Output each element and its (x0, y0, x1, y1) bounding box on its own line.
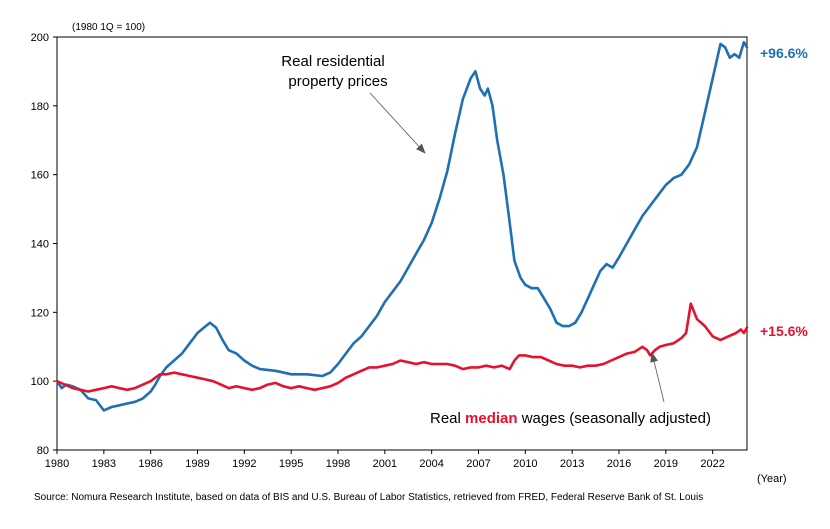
y-tick-label: 80 (37, 445, 49, 457)
x-tick-label: 2010 (513, 458, 537, 470)
source-note: Source: Nomura Research Institute, based… (34, 492, 703, 503)
y-axis: 80 100 120 140 160 180 200 (31, 32, 57, 457)
x-tick-label: 1986 (138, 458, 162, 470)
wages-annotation: Real median wages (seasonally adjusted) (430, 410, 711, 427)
x-tick-label: 1980 (45, 458, 69, 470)
x-tick-label: 2016 (607, 458, 631, 470)
y-tick-label: 140 (31, 239, 49, 251)
wages-end-label: +15.6% (760, 323, 808, 339)
series-lines (55, 40, 749, 412)
wages-annotation-prefix: Real (430, 410, 465, 427)
wages-annotation-arrow (650, 352, 665, 403)
unit-label: (1980 1Q = 100) (72, 22, 145, 33)
median-wages-line (55, 302, 749, 393)
x-tick-label: 1998 (326, 458, 350, 470)
x-tick-label: 2007 (466, 458, 490, 470)
x-tick-label: 2004 (419, 458, 443, 470)
x-tick-label: 2022 (700, 458, 724, 470)
x-tick-label: 2001 (373, 458, 397, 470)
x-tick-label: 1989 (185, 458, 209, 470)
wages-annotation-suffix: wages (seasonally adjusted) (518, 410, 711, 427)
y-tick-label: 200 (31, 32, 49, 44)
y-tick-label: 120 (31, 307, 49, 319)
property-annotation-line1: Real residential (281, 53, 384, 70)
plot-area (56, 36, 748, 451)
property-annotation-line2: property prices (288, 73, 387, 90)
wages-annotation-emphasis: median (465, 410, 518, 427)
property-end-label: +96.6% (760, 45, 808, 61)
x-axis-title: (Year) (757, 473, 787, 485)
x-axis: 1980 1983 1986 1989 1992 1995 1998 2001 2004 2007… (45, 450, 725, 470)
x-tick-label: 1992 (232, 458, 256, 470)
x-tick-label: 1995 (279, 458, 303, 470)
property-prices-line (55, 40, 749, 412)
y-tick-label: 160 (31, 170, 49, 182)
y-tick-label: 180 (31, 101, 49, 113)
x-tick-label: 2013 (560, 458, 584, 470)
x-tick-label: 2019 (654, 458, 678, 470)
x-tick-label: 1983 (92, 458, 116, 470)
property-annotation-arrow (369, 92, 426, 154)
y-tick-label: 100 (31, 376, 49, 388)
